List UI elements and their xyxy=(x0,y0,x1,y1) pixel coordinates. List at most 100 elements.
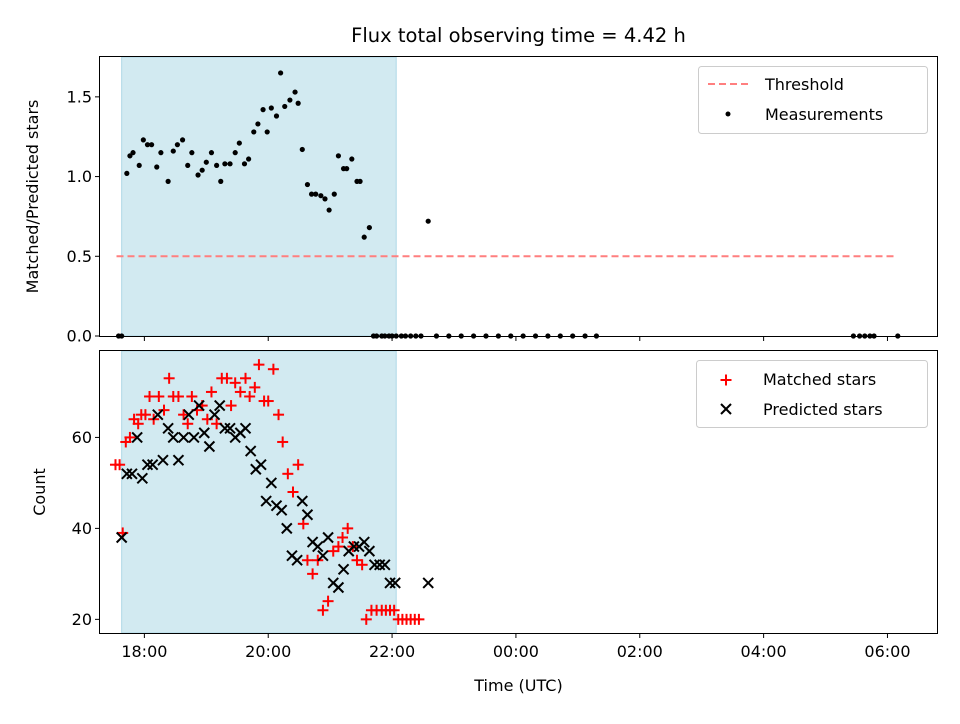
measurement-point xyxy=(154,164,160,170)
bottom-xtick-label: 02:00 xyxy=(617,642,663,661)
predicted-star-point xyxy=(260,495,272,507)
cross-stroke-b xyxy=(131,431,143,444)
top-ytick-label: 1.5 xyxy=(67,87,92,106)
matched-star-point xyxy=(413,613,425,625)
top-y-ticks: 0.0 0.5 1.0 1.5 xyxy=(67,87,100,346)
cross-stroke-b xyxy=(422,577,434,589)
predicted-star-point xyxy=(373,559,386,571)
cross-stroke-b xyxy=(281,522,293,535)
cross-stroke-b xyxy=(224,422,236,435)
cross-stroke-b xyxy=(348,540,360,553)
cross-stroke-b xyxy=(157,454,169,466)
predicted-star-point xyxy=(198,427,210,439)
predicted-star-point xyxy=(368,559,381,571)
predicted-star-point xyxy=(384,577,396,589)
cross-stroke-b xyxy=(167,431,179,444)
cross-stroke-b xyxy=(177,431,190,444)
cross-stroke-b xyxy=(384,577,396,589)
legend-threshold-label: Threshold xyxy=(764,75,844,94)
top-panel: Flux total observing time = 4.42 h 0.00.… xyxy=(23,24,938,346)
measurement-point xyxy=(313,191,319,197)
matched-star-point xyxy=(253,359,265,371)
cross-stroke-b xyxy=(244,445,257,457)
measurement-point xyxy=(299,146,305,153)
predicted-star-point xyxy=(126,468,138,480)
legend-matched-marker xyxy=(720,374,732,386)
matched-star-point xyxy=(262,395,274,407)
measurement-point xyxy=(208,150,215,156)
bottom-legend: Matched stars Predicted stars xyxy=(696,360,928,428)
bottom-y-axis-label: Count xyxy=(30,468,49,516)
cross-stroke-b xyxy=(322,531,334,544)
matched-star-point xyxy=(124,431,136,443)
measurement-point xyxy=(232,150,238,156)
matched-star-point xyxy=(229,377,241,389)
matched-star-point xyxy=(267,363,279,375)
predicted-star-point xyxy=(177,431,190,444)
measurement-point xyxy=(273,113,280,119)
predicted-star-point xyxy=(291,554,303,566)
measurement-point xyxy=(344,166,350,172)
measurement-point xyxy=(287,97,293,103)
predicted-star-point xyxy=(208,408,221,421)
predicted-star-point xyxy=(193,399,205,412)
measurement-point xyxy=(170,148,176,154)
predicted-star-point xyxy=(337,563,350,576)
measurement-point xyxy=(361,234,367,240)
cross-stroke-b xyxy=(239,422,252,435)
matched-star-point xyxy=(244,390,256,402)
matched-star-point xyxy=(186,390,198,402)
predicted-star-point xyxy=(219,422,231,435)
predicted-star-point xyxy=(115,531,128,544)
x-axis-label: Time (UTC) xyxy=(473,676,562,695)
cross-stroke-b xyxy=(172,454,185,466)
measurement-point xyxy=(203,159,209,165)
legend-predicted-swatch xyxy=(720,403,732,415)
measurement-point xyxy=(349,156,355,162)
top-shaded-region xyxy=(121,56,397,337)
measurement-point xyxy=(149,142,155,148)
measurement-point xyxy=(130,150,136,156)
matched-star-point xyxy=(205,386,217,398)
top-ytick-label: 0.5 xyxy=(67,247,92,266)
measurement-point xyxy=(158,150,164,156)
measurement-point xyxy=(292,89,298,95)
matched-star-point xyxy=(153,390,165,402)
measurement-point xyxy=(308,191,315,197)
matched-star-point xyxy=(172,390,184,402)
predicted-star-point xyxy=(183,408,195,421)
measurement-point xyxy=(179,137,186,143)
predicted-star-point xyxy=(244,445,257,457)
predicted-star-point xyxy=(265,477,278,489)
matched-star-point xyxy=(144,390,156,402)
predicted-star-point xyxy=(162,422,174,435)
matched-star-point xyxy=(182,418,194,430)
measurement-point xyxy=(251,129,257,135)
predicted-star-point xyxy=(157,454,169,466)
predicted-star-point xyxy=(358,536,370,548)
matched-star-point xyxy=(132,418,144,430)
predicted-star-point xyxy=(317,549,329,562)
top-y-axis-label: Matched/Predicted stars xyxy=(23,100,42,294)
matched-star-point xyxy=(360,613,372,625)
matched-star-point xyxy=(292,459,304,471)
matched-star-point xyxy=(322,595,334,607)
matched-star-point xyxy=(282,468,294,480)
cross-stroke-b xyxy=(255,459,267,471)
cross-stroke-b xyxy=(146,459,159,471)
legend-predicted-label: Predicted stars xyxy=(763,400,883,419)
top-marks xyxy=(115,70,901,339)
measurement-point xyxy=(189,150,195,156)
bottom-x-ticks: 18:00 20:00 22:00 00:00 02:00 04:00 06:00 xyxy=(121,633,911,661)
measurement-point xyxy=(322,196,328,202)
measurement-point xyxy=(241,161,248,167)
predicted-star-point xyxy=(131,431,143,444)
measurement-point xyxy=(144,142,151,148)
matched-star-point xyxy=(317,604,329,616)
matched-star-point xyxy=(158,404,170,416)
cross-stroke-b xyxy=(193,399,205,412)
measurement-point xyxy=(278,70,284,76)
measurement-point xyxy=(127,153,133,159)
predicted-star-point xyxy=(389,577,401,589)
matched-star-point xyxy=(221,372,233,384)
